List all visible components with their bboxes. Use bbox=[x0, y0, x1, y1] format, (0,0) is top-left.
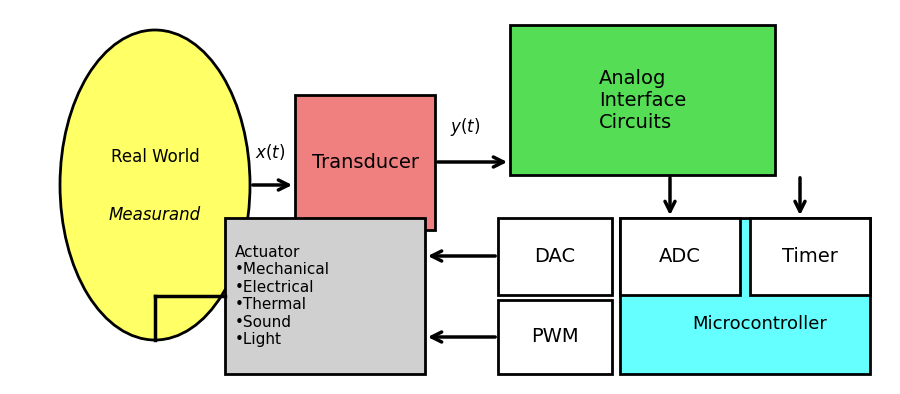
Bar bbox=[225, 218, 425, 374]
Text: Timer: Timer bbox=[782, 247, 838, 266]
Ellipse shape bbox=[60, 30, 250, 340]
Text: Real World: Real World bbox=[111, 148, 200, 166]
Text: DAC: DAC bbox=[535, 247, 576, 266]
Bar bbox=[620, 218, 740, 295]
Bar bbox=[498, 218, 612, 295]
Bar bbox=[750, 218, 870, 295]
Text: Actuator
•Mechanical
•Electrical
•Thermal
•Sound
•Light: Actuator •Mechanical •Electrical •Therma… bbox=[235, 245, 330, 347]
Text: Transducer: Transducer bbox=[311, 153, 418, 172]
Text: Analog
Interface
Circuits: Analog Interface Circuits bbox=[598, 69, 686, 132]
Text: Measurand: Measurand bbox=[109, 206, 201, 224]
Text: Microcontroller: Microcontroller bbox=[693, 315, 827, 333]
Bar bbox=[620, 218, 870, 374]
Text: $x(t)$: $x(t)$ bbox=[255, 142, 285, 162]
Bar bbox=[510, 25, 775, 175]
Text: $y(t)$: $y(t)$ bbox=[450, 116, 481, 138]
Bar bbox=[498, 300, 612, 374]
Text: ADC: ADC bbox=[659, 247, 701, 266]
Text: PWM: PWM bbox=[531, 327, 579, 346]
Bar bbox=[295, 95, 435, 230]
